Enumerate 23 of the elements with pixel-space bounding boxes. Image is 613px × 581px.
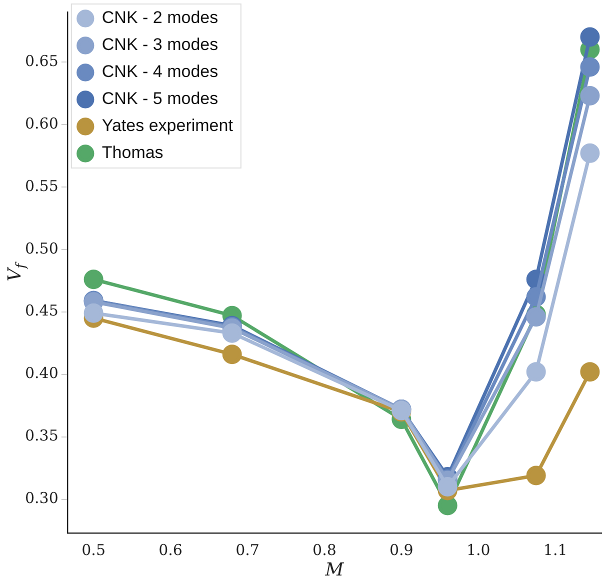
y-tick-label: 0.45: [24, 302, 58, 320]
y-axis-title: Vf: [4, 261, 29, 282]
legend-label: Thomas: [102, 143, 164, 162]
y-tick-label: 0.35: [24, 426, 58, 445]
legend-label: CNK - 5 modes: [102, 89, 218, 108]
y-tick-label: 0.30: [24, 489, 58, 508]
legend-label: CNK - 4 modes: [102, 62, 218, 82]
y-tick-label: 0.60: [24, 114, 58, 132]
y-tick-label: 0.40: [24, 364, 58, 382]
x-tick-label: 0.6: [158, 540, 182, 559]
legend-label: CNK - 3 modes: [102, 35, 218, 54]
legend-label: CNK - 2 modes: [102, 8, 218, 28]
x-tick-label: 0.9: [389, 540, 414, 559]
legend-label: Yates experiment: [102, 116, 234, 136]
x-tick-label: 1.1: [543, 540, 568, 559]
y-tick-label: 0.65: [24, 52, 58, 70]
x-tick-label: 0.5: [82, 540, 106, 559]
y-tick-label: 0.50: [24, 239, 58, 258]
x-tick-label: 0.7: [236, 540, 260, 559]
x-tick-label: 1.0: [466, 540, 490, 559]
y-tick-label: 0.55: [24, 176, 58, 195]
x-axis-title: M: [324, 560, 344, 581]
x-tick-label: 0.8: [312, 540, 336, 559]
